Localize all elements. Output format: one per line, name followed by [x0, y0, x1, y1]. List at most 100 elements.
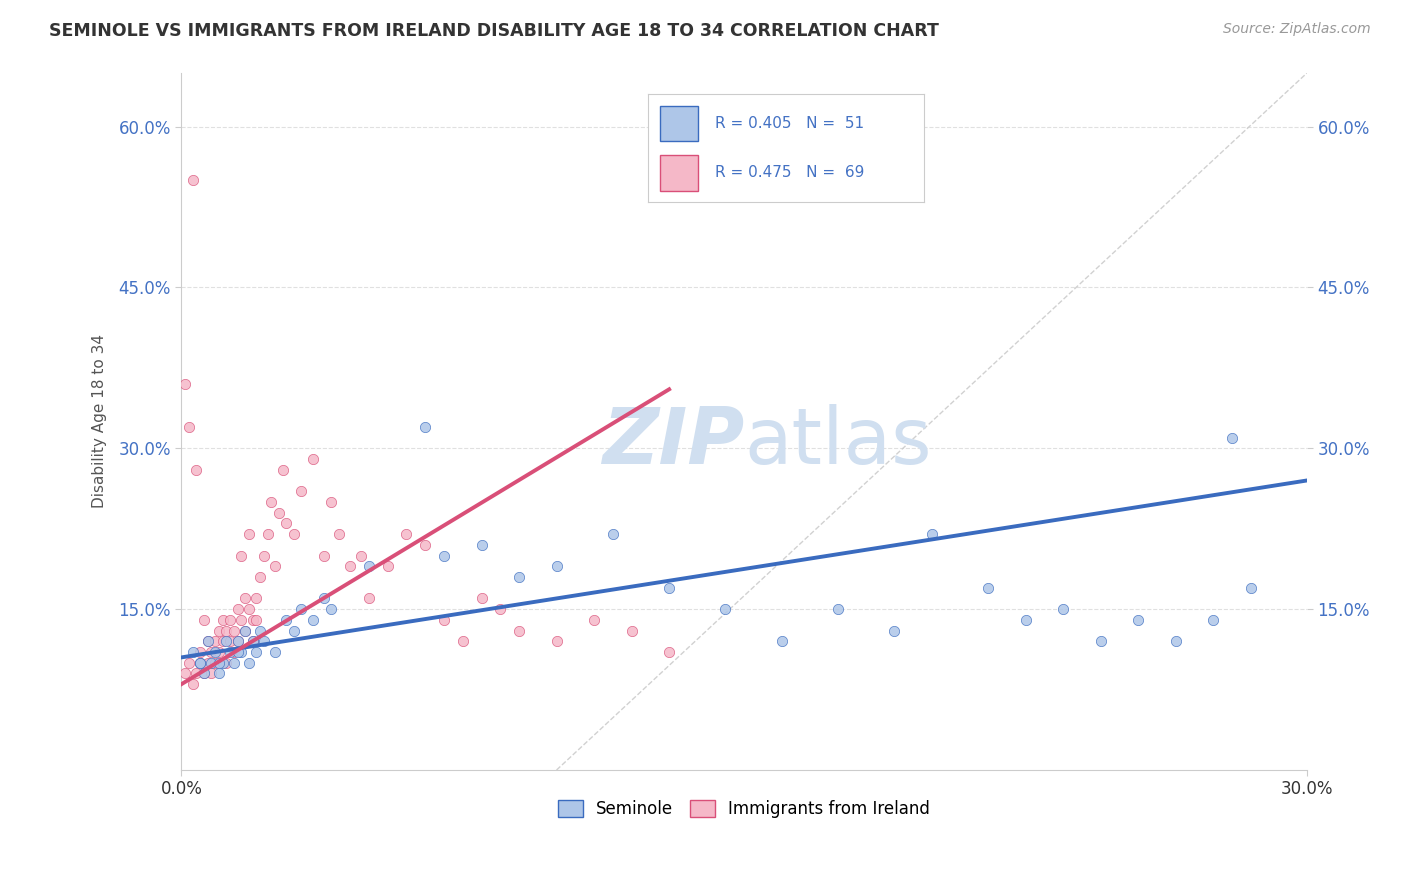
Point — [186, 463, 208, 477]
Point — [219, 634, 242, 648]
Point — [508, 624, 530, 638]
Point — [181, 677, 204, 691]
Point — [226, 634, 249, 648]
Point — [197, 634, 219, 648]
Point — [188, 656, 211, 670]
Point — [242, 634, 264, 648]
Point — [215, 656, 238, 670]
Text: atlas: atlas — [744, 404, 932, 481]
Point — [1090, 634, 1112, 648]
Point — [242, 613, 264, 627]
Point — [508, 570, 530, 584]
Point — [1202, 613, 1225, 627]
Point — [211, 656, 233, 670]
Point — [200, 656, 222, 670]
Point — [1240, 581, 1263, 595]
Point — [620, 624, 643, 638]
Point — [546, 559, 568, 574]
Point — [264, 559, 287, 574]
Text: SEMINOLE VS IMMIGRANTS FROM IRELAND DISABILITY AGE 18 TO 34 CORRELATION CHART: SEMINOLE VS IMMIGRANTS FROM IRELAND DISA… — [49, 22, 939, 40]
Point — [249, 624, 271, 638]
Point — [413, 420, 436, 434]
Point — [1164, 634, 1187, 648]
Point — [267, 506, 290, 520]
Point — [238, 527, 260, 541]
Point — [276, 516, 298, 531]
Point — [714, 602, 737, 616]
Point — [204, 634, 226, 648]
Point — [290, 602, 312, 616]
Point — [658, 581, 681, 595]
Point — [827, 602, 849, 616]
Text: ZIP: ZIP — [602, 404, 744, 481]
Point — [215, 624, 238, 638]
Point — [658, 645, 681, 659]
Point — [200, 645, 222, 659]
Point — [1014, 613, 1036, 627]
Point — [226, 645, 249, 659]
Point — [186, 666, 208, 681]
Point — [276, 613, 298, 627]
Point — [233, 624, 256, 638]
Point — [204, 645, 226, 659]
Y-axis label: Disability Age 18 to 34: Disability Age 18 to 34 — [93, 334, 107, 508]
Point — [193, 666, 215, 681]
Point — [233, 591, 256, 606]
Point — [883, 624, 905, 638]
Point — [211, 613, 233, 627]
Point — [770, 634, 793, 648]
Point — [602, 527, 624, 541]
Point — [188, 645, 211, 659]
Point — [188, 656, 211, 670]
Point — [177, 420, 200, 434]
Point — [177, 656, 200, 670]
Point — [328, 527, 350, 541]
Point — [222, 645, 245, 659]
Point — [253, 549, 276, 563]
Point — [222, 624, 245, 638]
Point — [253, 634, 276, 648]
Point — [238, 602, 260, 616]
Point — [283, 527, 305, 541]
Point — [451, 634, 474, 648]
Point — [188, 656, 211, 670]
Point — [321, 495, 343, 509]
Point — [204, 656, 226, 670]
Point — [470, 591, 492, 606]
Point — [245, 645, 267, 659]
Point — [921, 527, 943, 541]
Point — [470, 538, 492, 552]
Point — [350, 549, 373, 563]
Point — [226, 602, 249, 616]
Legend: Seminole, Immigrants from Ireland: Seminole, Immigrants from Ireland — [551, 793, 936, 824]
Point — [222, 656, 245, 670]
Point — [208, 645, 231, 659]
Point — [174, 376, 197, 391]
Point — [321, 602, 343, 616]
Point — [301, 613, 323, 627]
Point — [583, 613, 606, 627]
Point — [181, 173, 204, 187]
Point — [357, 591, 380, 606]
Point — [174, 666, 197, 681]
Point — [211, 634, 233, 648]
Point — [231, 549, 253, 563]
Point — [264, 645, 287, 659]
Point — [231, 645, 253, 659]
Point — [413, 538, 436, 552]
Text: Source: ZipAtlas.com: Source: ZipAtlas.com — [1223, 22, 1371, 37]
Point — [231, 613, 253, 627]
Point — [1126, 613, 1149, 627]
Point — [1052, 602, 1074, 616]
Point — [489, 602, 512, 616]
Point — [208, 656, 231, 670]
Point — [283, 624, 305, 638]
Point — [271, 463, 294, 477]
Point — [377, 559, 399, 574]
Point — [395, 527, 418, 541]
Point — [233, 624, 256, 638]
Point — [433, 613, 456, 627]
Point — [181, 645, 204, 659]
Point — [1220, 431, 1243, 445]
Point — [245, 613, 267, 627]
